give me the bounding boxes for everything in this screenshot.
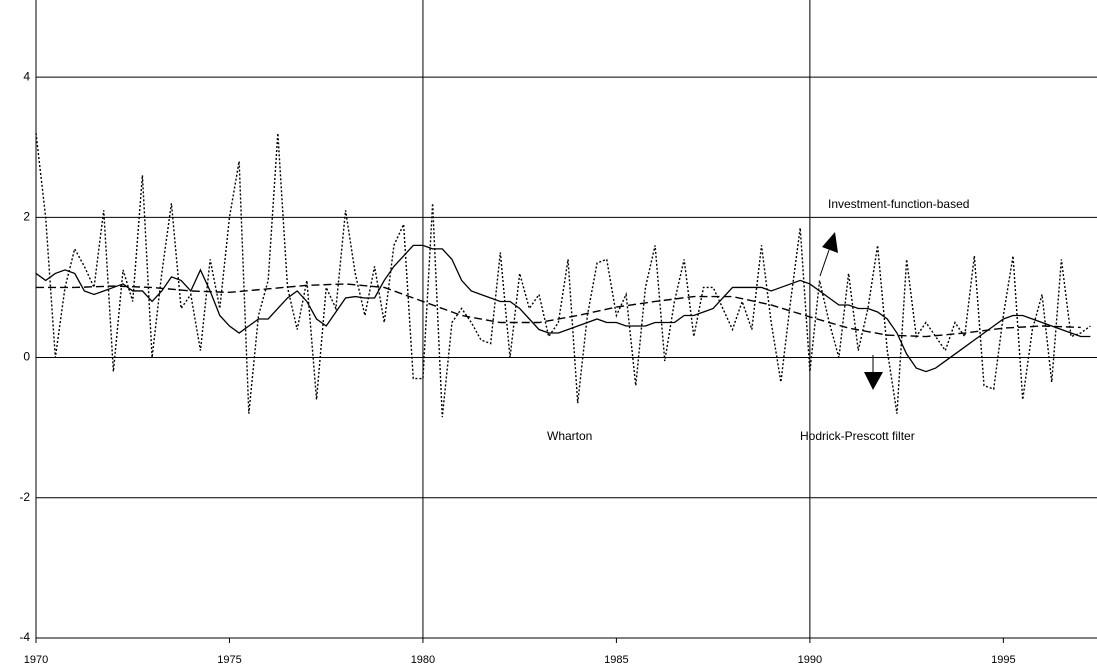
series-line (35, 133, 1091, 418)
y-tick-label: 0 (23, 350, 30, 364)
y-tick-label: 4 (23, 69, 30, 83)
x-tick-label: 1970 (24, 654, 48, 666)
x-tick-label: 1980 (411, 654, 435, 666)
x-tick-label: 1995 (991, 654, 1015, 666)
x-tick-label: 1985 (604, 654, 628, 666)
series-annotation: Hodrick-Prescott filter (800, 429, 915, 443)
x-tick-label: 1975 (217, 654, 241, 666)
annotation-arrowhead (822, 232, 838, 253)
annotation-arrow (819, 249, 830, 277)
y-tick-label: -2 (19, 490, 30, 504)
x-tick-label: 1990 (798, 654, 822, 666)
series-annotation: Wharton (547, 429, 592, 443)
y-tick-label: 2 (23, 210, 30, 224)
series-line (35, 244, 1091, 373)
series-line (36, 283, 1081, 338)
series-annotation: Investment-function-based (828, 197, 969, 211)
y-tick-label: -4 (19, 630, 30, 644)
annotation-arrowhead (864, 372, 883, 390)
